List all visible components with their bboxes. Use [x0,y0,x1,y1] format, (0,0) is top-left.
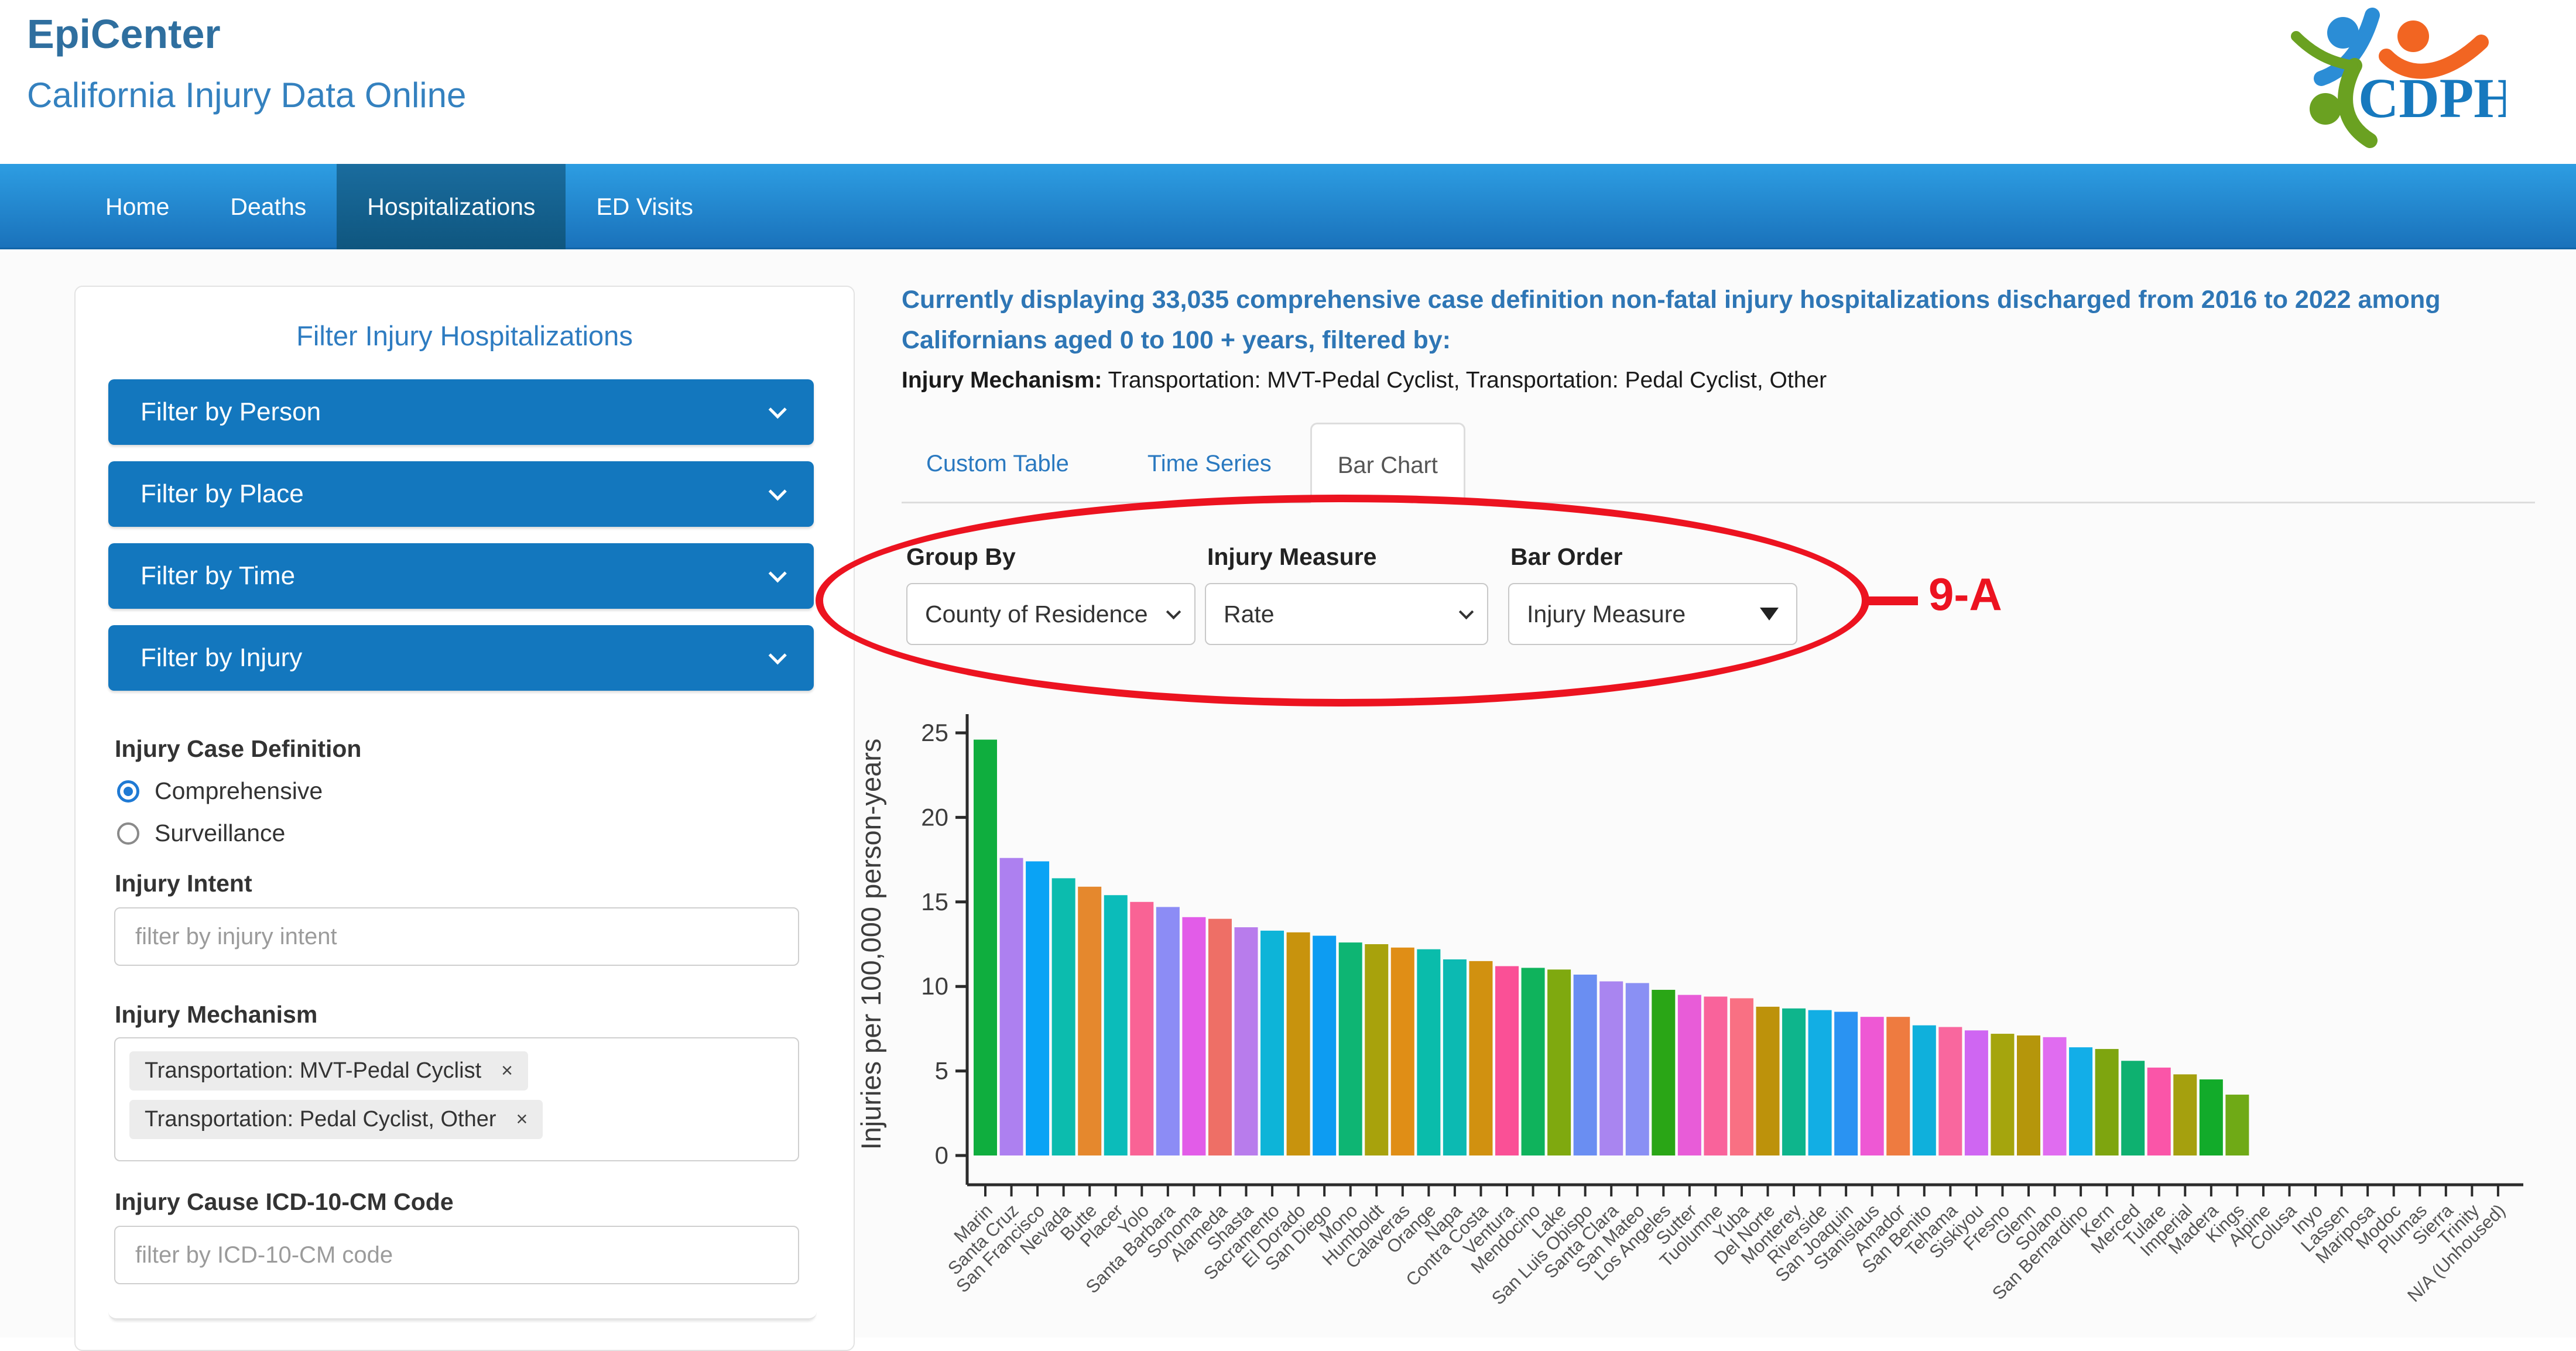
app-title: EpiCenter [27,11,221,57]
logo-blue-figure [2314,8,2380,86]
chevron-down-icon [768,482,787,501]
accordion-label: Filter by Place [141,479,304,508]
bar-chart-svg: 0 5 10 15 20 25 Injuries per 100,000 person-ye… [855,714,2523,1309]
accordion-filter-by-person[interactable]: Filter by Person [108,379,814,445]
nav-item-hospitalizations[interactable]: Hospitalizations [337,164,566,249]
main-nav: Home Deaths Hospitalizations ED Visits [0,164,2576,249]
bar-order-select[interactable]: Injury Measure [1508,583,1797,645]
filter-value: Transportation: MVT-Pedal Cyclist, Trans… [1102,368,1827,393]
injury-measure-select[interactable]: Rate [1205,583,1488,645]
group-by-select[interactable]: County of Residence [906,583,1195,645]
tag-label: Transportation: Pedal Cyclist, Other [145,1107,496,1131]
injury-mechanism-multiselect[interactable]: Transportation: MVT-Pedal Cyclist × Tran… [114,1037,799,1161]
svg-text:5: 5 [935,1057,948,1085]
view-tabs: Custom Table Time Series Bar Chart [902,423,2535,503]
tab-time-series[interactable]: Time Series [1147,451,1272,476]
bar-chart-canvas: 0 5 10 15 20 25 Injuries per 100,000 person-ye… [843,679,2576,1338]
injury-intent-input[interactable] [114,907,799,966]
header: EpiCenter California Injury Data Online … [0,0,2576,164]
app-subtitle: California Injury Data Online [27,76,467,115]
selected-value: Injury Measure [1527,600,1686,628]
radio-label: Surveillance [155,819,286,846]
selected-value: County of Residence [925,600,1148,628]
accordion-label: Filter by Person [141,397,321,426]
logo-text: CDPH [2358,67,2506,129]
nav-item-home[interactable]: Home [105,193,170,220]
injury-intent-label: Injury Intent [115,870,252,897]
mechanism-tag[interactable]: Transportation: Pedal Cyclist, Other × [129,1100,543,1139]
logo-orange-figure [2379,35,2489,79]
remove-tag-icon[interactable]: × [516,1108,528,1130]
selected-value: Rate [1224,600,1275,628]
remove-tag-icon[interactable]: × [501,1059,513,1082]
radio-label: Comprehensive [155,777,323,804]
accordion-filter-by-time[interactable]: Filter by Time [108,543,814,609]
filter-card-bottom-edge [108,1285,817,1320]
dropdown-arrow-icon [1760,608,1779,620]
annotation-label: 9-A [1928,568,2002,620]
filter-panel-title: Filter Injury Hospitalizations [296,320,633,351]
logo-green-head [2310,93,2341,125]
svg-text:20: 20 [921,803,948,831]
logo-green-figure [2338,58,2378,148]
filter-label: Injury Mechanism: [902,368,1102,393]
svg-text:15: 15 [921,888,948,915]
tab-custom-table[interactable]: Custom Table [926,451,1069,476]
tab-label: Bar Chart [1337,452,1438,478]
logo-green-arm [2291,31,2358,71]
accordion-label: Filter by Injury [141,643,303,672]
group-by-label: Group By [906,543,1016,570]
mechanism-tag[interactable]: Transportation: MVT-Pedal Cyclist × [129,1051,528,1091]
results-summary: Currently displaying 33,035 comprehensiv… [902,286,2441,354]
svg-text:Injuries per 100,000 person-ye: Injuries per 100,000 person-years [855,739,886,1150]
case-definition-label: Injury Case Definition [115,735,362,762]
chevron-down-icon [768,400,787,419]
bar-order-label: Bar Order [1510,543,1623,570]
radio-surveillance[interactable]: Surveillance [117,819,285,847]
icd-code-input[interactable] [114,1226,799,1284]
svg-text:25: 25 [921,719,948,746]
chevron-down-icon [768,564,787,583]
accordion-label: Filter by Time [141,561,296,590]
svg-text:0: 0 [935,1141,948,1169]
accordion-filter-by-place[interactable]: Filter by Place [108,461,814,527]
injury-mechanism-label: Injury Mechanism [115,1001,318,1028]
tag-label: Transportation: MVT-Pedal Cyclist [145,1058,482,1083]
chevron-down-icon [1166,604,1181,620]
radio-selected-icon [117,780,139,803]
injury-cause-label: Injury Cause ICD-10-CM Code [115,1188,454,1215]
tab-bar-chart[interactable]: Bar Chart [1310,423,1465,503]
annotation-connector-line [1865,596,1918,605]
chevron-down-icon [768,646,787,665]
svg-text:10: 10 [921,972,948,1000]
nav-item-deaths[interactable]: Deaths [230,193,307,220]
accordion-filter-by-injury[interactable]: Filter by Injury [108,625,814,691]
nav-item-ed-visits[interactable]: ED Visits [596,193,693,220]
logo-blue-head [2327,17,2359,49]
chevron-down-icon [1458,604,1474,620]
radio-comprehensive[interactable]: Comprehensive [117,777,323,805]
injury-measure-label: Injury Measure [1207,543,1377,570]
radio-unselected-icon [117,822,139,845]
active-filter-line: Injury Mechanism: Transportation: MVT-Pe… [902,368,1827,393]
cdph-logo: CDPH [2291,8,2506,148]
logo-orange-head [2397,20,2429,52]
